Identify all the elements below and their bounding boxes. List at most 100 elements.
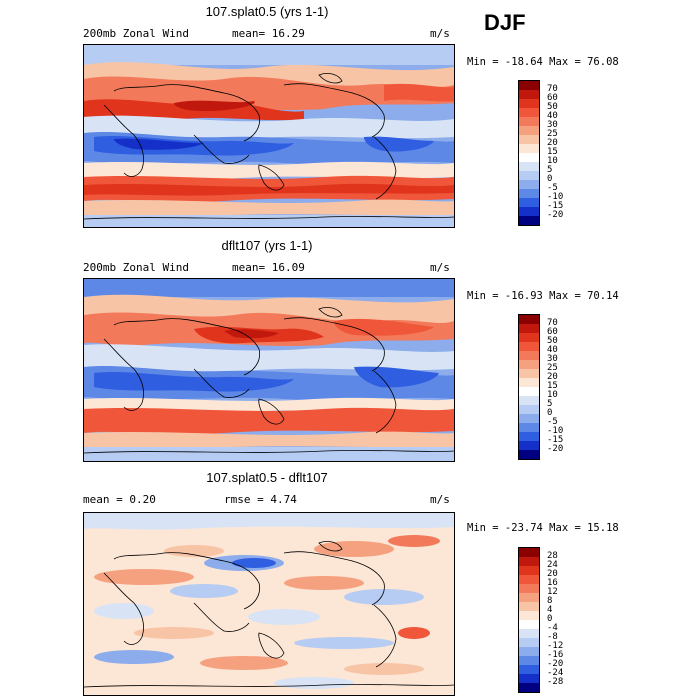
colorbar-tick-label: -10: [547, 192, 564, 202]
panel1-units: m/s: [430, 27, 450, 40]
colorbar-tick-label: 70: [547, 84, 558, 94]
colorbar-swatch: [519, 360, 539, 369]
colorbar-swatch: [519, 90, 539, 99]
colorbar-tick-label: 20: [547, 138, 558, 148]
colorbar-swatch: [519, 135, 539, 144]
panel3-mean: mean = 0.20: [83, 493, 156, 506]
colorbar-tick-label: 0: [547, 174, 553, 184]
panel1-title: 107.splat0.5 (yrs 1-1): [205, 4, 329, 19]
panel1-mean: mean= 16.29: [232, 27, 305, 40]
colorbar-tick-label: -20: [547, 210, 564, 220]
colorbar-swatch: [519, 342, 539, 351]
colorbar-swatch: [519, 638, 539, 647]
panel3-colorbar-labels: 28 24 20 16 12 8 4 0 -4 -8 -12 -16 -20 -24 -28: [547, 547, 587, 693]
panel2-mean: mean= 16.09: [232, 261, 305, 274]
season-label: DJF: [484, 10, 526, 35]
panel1-map: [83, 44, 455, 228]
colorbar-tick-label: 50: [547, 336, 558, 346]
colorbar-swatch: [519, 432, 539, 441]
colorbar-tick-label: 20: [547, 569, 558, 579]
panel2-variable-label: 200mb Zonal Wind: [83, 261, 189, 274]
colorbar-tick-label: -15: [547, 201, 564, 211]
colorbar-swatch: [519, 396, 539, 405]
panel3-map: [83, 512, 455, 696]
colorbar-swatch: [519, 450, 539, 459]
colorbar-swatch: [519, 126, 539, 135]
panel3-contour-plot: [84, 513, 454, 695]
colorbar-tick-label: 16: [547, 578, 558, 588]
colorbar-tick-label: 15: [547, 381, 558, 391]
colorbar-swatch: [519, 602, 539, 611]
colorbar-tick-label: 60: [547, 93, 558, 103]
colorbar-swatch: [519, 369, 539, 378]
panel3-title: 107.splat0.5 - dflt107: [206, 470, 328, 485]
colorbar-tick-label: 8: [547, 596, 553, 606]
colorbar-tick-label: 60: [547, 327, 558, 337]
panel2-contour-plot: [84, 279, 454, 461]
colorbar-swatch: [519, 674, 539, 683]
colorbar-tick-label: -20: [547, 659, 564, 669]
colorbar-swatch: [519, 81, 539, 90]
panel2-colorbar: [518, 314, 540, 460]
colorbar-swatch: [519, 405, 539, 414]
colorbar-swatch: [519, 548, 539, 557]
colorbar-tick-label: -8: [547, 632, 558, 642]
colorbar-swatch: [519, 108, 539, 117]
colorbar-swatch: [519, 584, 539, 593]
coastlines: [84, 73, 454, 220]
colorbar-tick-label: 25: [547, 129, 558, 139]
colorbar-tick-label: 50: [547, 102, 558, 112]
colorbar-swatch: [519, 414, 539, 423]
colorbar-swatch: [519, 153, 539, 162]
colorbar-tick-label: 5: [547, 165, 553, 175]
colorbar-tick-label: 10: [547, 156, 558, 166]
colorbar-swatch: [519, 216, 539, 225]
colorbar-tick-label: -20: [547, 444, 564, 454]
colorbar-tick-label: 0: [547, 614, 553, 624]
colorbar-tick-label: 24: [547, 560, 558, 570]
panel2-units: m/s: [430, 261, 450, 274]
colorbar-swatch: [519, 557, 539, 566]
colorbar-tick-label: 0: [547, 408, 553, 418]
colorbar-swatch: [519, 575, 539, 584]
colorbar-swatch: [519, 629, 539, 638]
panel3-rmse: rmse = 4.74: [224, 493, 297, 506]
colorbar-swatch: [519, 665, 539, 674]
colorbar-tick-label: 30: [547, 354, 558, 364]
colorbar-swatch: [519, 189, 539, 198]
colorbar-swatch: [519, 117, 539, 126]
colorbar-tick-label: -4: [547, 623, 558, 633]
coastlines: [84, 307, 454, 454]
colorbar-swatch: [519, 315, 539, 324]
colorbar-swatch: [519, 656, 539, 665]
panel1-colorbar-labels: 70 60 50 40 30 25 20 15 10 5 0 -5 -10 -15 -20: [547, 80, 587, 226]
colorbar-swatch: [519, 171, 539, 180]
colorbar-tick-label: 30: [547, 120, 558, 130]
colorbar-tick-label: 28: [547, 551, 558, 561]
colorbar-tick-label: -24: [547, 668, 564, 678]
colorbar-tick-label: 40: [547, 345, 558, 355]
colorbar-swatch: [519, 351, 539, 360]
colorbar-swatch: [519, 620, 539, 629]
colorbar-tick-label: -5: [547, 417, 558, 427]
panel3-minmax: Min = -23.74 Max = 15.18: [467, 522, 619, 534]
panel3-units: m/s: [430, 493, 450, 506]
colorbar-swatch: [519, 180, 539, 189]
colorbar-tick-label: -5: [547, 183, 558, 193]
panel2-title: dflt107 (yrs 1-1): [221, 238, 313, 253]
colorbar-swatch: [519, 593, 539, 602]
colorbar-swatch: [519, 683, 539, 692]
colorbar-tick-label: 15: [547, 147, 558, 157]
panel2-map: [83, 278, 455, 462]
panel1-minmax: Min = -18.64 Max = 76.08: [467, 56, 619, 68]
colorbar-tick-label: -10: [547, 426, 564, 436]
colorbar-swatch: [519, 144, 539, 153]
colorbar-tick-label: -15: [547, 435, 564, 445]
colorbar-swatch: [519, 611, 539, 620]
colorbar-tick-label: 70: [547, 318, 558, 328]
panel1-variable-label: 200mb Zonal Wind: [83, 27, 189, 40]
colorbar-tick-label: 25: [547, 363, 558, 373]
colorbar-swatch: [519, 99, 539, 108]
panel1-colorbar: [518, 80, 540, 226]
colorbar-tick-label: 4: [547, 605, 553, 615]
